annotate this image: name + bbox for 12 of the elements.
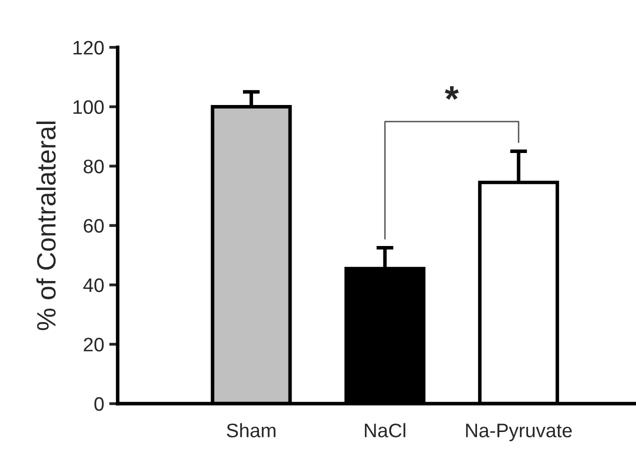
y-tick-label: 20 [84,338,104,352]
y-axis-title: % of Contralateral [36,122,56,330]
y-tick-label: 80 [84,160,104,174]
y-tick-label: 40 [83,278,104,292]
annotation: * [444,86,459,100]
y-tick-label: 100 [74,100,104,114]
y-tick-label: 0 [94,397,104,411]
x-tick-label: Na-Pyruvate [466,424,572,442]
y-tick-label: 120 [74,40,104,55]
x-tick-label: NaCl [364,423,406,438]
y-tick-label: 60 [84,218,104,233]
x-tick-label: Sham [226,423,276,438]
